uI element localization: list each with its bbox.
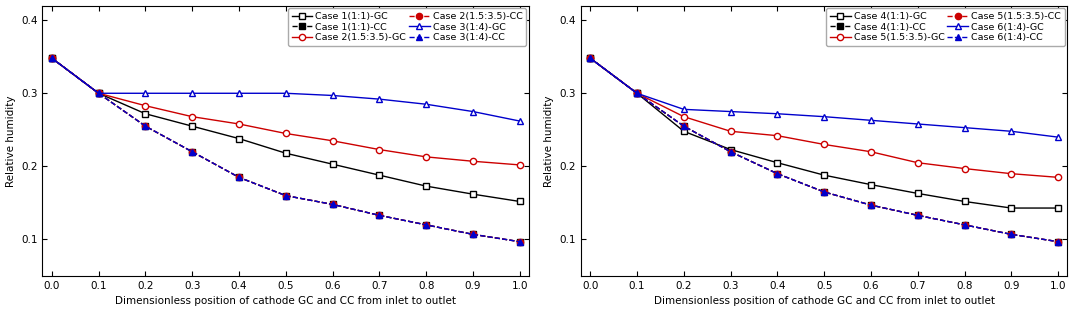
Legend: Case 1(1:1)-GC, Case 1(1:1)-CC, Case 2(1.5:3.5)-GC, Case 2(1.5:3.5)-CC, Case 3(1: Case 1(1:1)-GC, Case 1(1:1)-CC, Case 2(1… — [288, 8, 526, 46]
Y-axis label: Relative humidity: Relative humidity — [5, 95, 15, 187]
X-axis label: Dimensionless position of cathode GC and CC from inlet to outlet: Dimensionless position of cathode GC and… — [115, 296, 456, 306]
Y-axis label: Relative humidity: Relative humidity — [543, 95, 554, 187]
Legend: Case 4(1:1)-GC, Case 4(1:1)-CC, Case 5(1.5:3.5)-GC, Case 5(1.5:3.5)-CC, Case 6(1: Case 4(1:1)-GC, Case 4(1:1)-CC, Case 5(1… — [826, 8, 1064, 46]
X-axis label: Dimensionless position of cathode GC and CC from inlet to outlet: Dimensionless position of cathode GC and… — [654, 296, 995, 306]
